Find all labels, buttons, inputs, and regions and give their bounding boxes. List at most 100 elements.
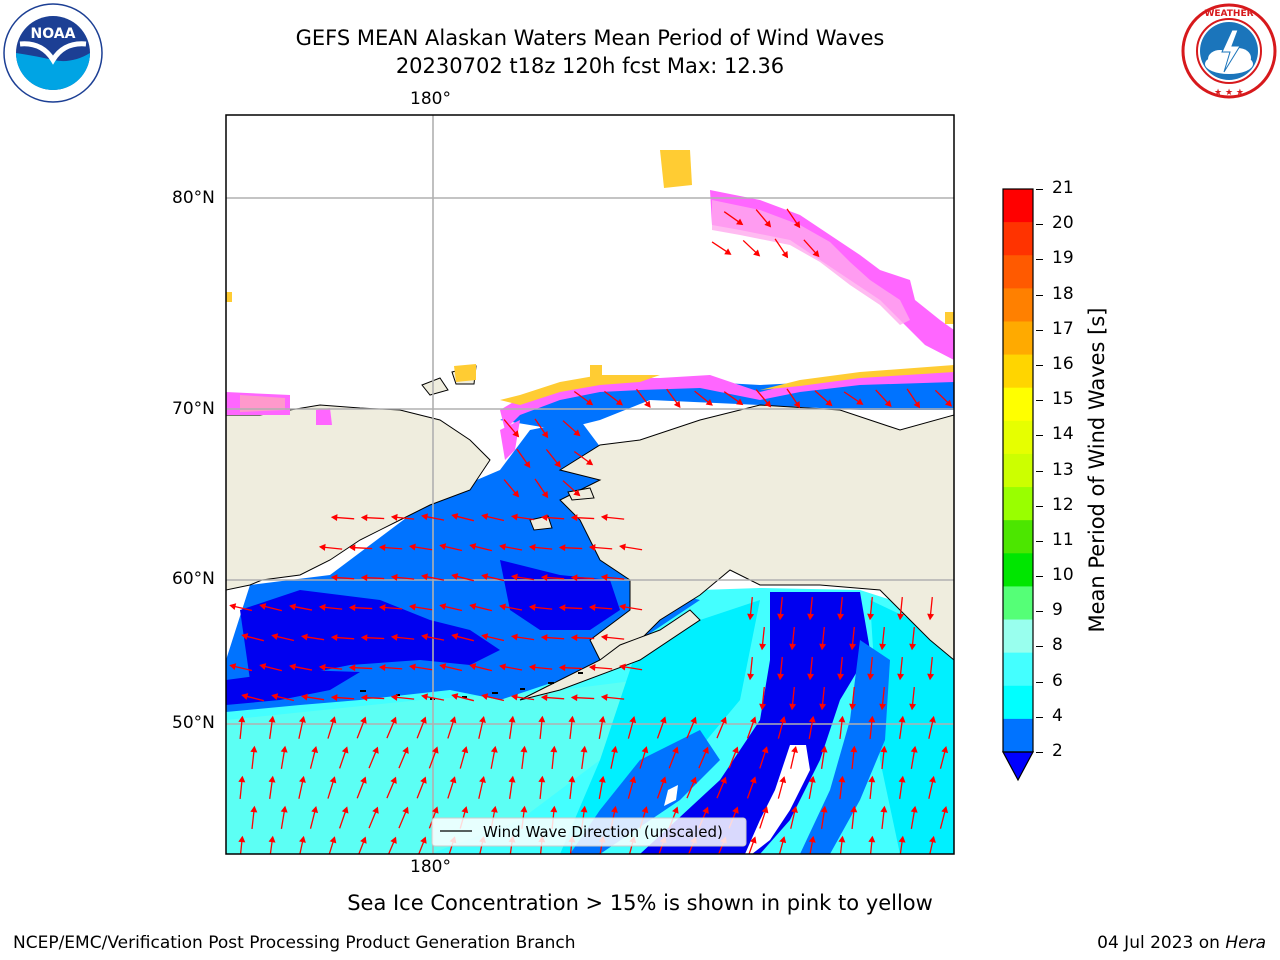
wind-arrow-head <box>439 543 447 551</box>
wind-arrow-head <box>781 251 789 259</box>
wind-arrow-head <box>929 775 936 783</box>
wind-arrow-head <box>618 663 626 671</box>
wind-arrow-head <box>390 573 398 581</box>
wind-arrow-head <box>867 673 875 681</box>
wind-arrow-head <box>629 716 637 724</box>
wind-arrow-head <box>820 805 828 813</box>
wind-arrow-head <box>330 694 338 702</box>
colorbar <box>1001 188 1035 782</box>
wind-arrow-head <box>868 775 876 783</box>
wind-arrow-head <box>550 805 558 813</box>
wind-arrow-head <box>779 776 787 784</box>
wind-arrow-head <box>330 634 338 642</box>
wind-arrow-head <box>761 806 769 814</box>
wind-arrow-head <box>747 613 755 621</box>
wind-arrow-head <box>360 574 368 582</box>
wind-arrow-head <box>927 613 935 621</box>
wind-arrow-head <box>849 643 857 651</box>
wind-arrow-head <box>629 776 637 784</box>
colorbar-tick: 4 <box>1052 705 1063 726</box>
wind-arrow-head <box>732 806 739 814</box>
colorbar-tick-mark <box>1036 189 1043 190</box>
colorbar-segment <box>1003 453 1033 488</box>
gridlines <box>226 115 954 854</box>
colorbar-tick: 10 <box>1052 565 1074 586</box>
wind-arrow-head <box>850 805 858 813</box>
wind-arrow-head <box>360 776 367 784</box>
wind-arrow-head <box>341 746 349 754</box>
colorbar-segment <box>1003 321 1033 356</box>
wind-arrow-head <box>528 603 536 611</box>
wind-arrow-head <box>929 715 936 723</box>
wind-arrow-head <box>481 633 489 641</box>
wind-arrow-head <box>259 603 267 610</box>
wind-arrow-head <box>789 643 797 651</box>
wind-arrow-head <box>461 746 469 754</box>
colorbar-segment <box>1003 387 1033 422</box>
wind-arrow-head <box>941 746 949 754</box>
wind-arrow-head <box>510 633 518 641</box>
colorbar-tick-mark <box>1036 752 1043 753</box>
wind-arrow-head <box>300 693 308 701</box>
wind-arrow-head <box>736 398 744 406</box>
wind-arrow-head <box>311 806 319 814</box>
colorbar-tick-mark <box>1036 400 1043 402</box>
wind-arrow-head <box>390 693 398 701</box>
wind-arrow-head <box>580 745 588 753</box>
wind-arrow-head <box>777 673 785 681</box>
wind-arrow-head <box>469 543 477 550</box>
wind-arrow-head <box>528 543 536 551</box>
wind-arrow-head <box>910 805 918 813</box>
colorbar-segment <box>1003 652 1033 687</box>
nws-logo: WEATHER ★ ★ ★ <box>1181 3 1277 99</box>
wind-arrow-head <box>538 715 546 723</box>
colorbar-label: Mean Period of Wind Waves [s] <box>1085 307 1109 633</box>
colorbar-tick-mark <box>1036 681 1043 683</box>
wind-arrow-head <box>431 806 439 814</box>
wind-arrow-head <box>512 430 520 438</box>
colorbar-tick: 13 <box>1052 459 1074 480</box>
lon-label-bottom: 180° <box>410 857 451 877</box>
legend-label: Wind Wave Direction (unscaled) <box>483 823 723 841</box>
wind-arrow-head <box>909 643 917 651</box>
footer-host: Hera <box>1225 933 1266 953</box>
wind-arrow-head <box>585 398 594 406</box>
wind-arrow-head <box>499 663 506 671</box>
wind-arrow-head <box>944 399 952 407</box>
wind-arrow-head <box>378 544 386 552</box>
lon-label-top: 180° <box>410 89 451 109</box>
wind-arrow-head <box>541 430 549 439</box>
lat-label-60: 60°N <box>172 569 215 589</box>
wind-arrow-head <box>329 836 337 844</box>
footer-org: NCEP/EMC/Verification Post Processing Pr… <box>13 933 576 953</box>
wind-arrow-head <box>672 746 679 754</box>
colorbar-segment <box>1003 420 1033 455</box>
wind-arrow-head <box>390 836 397 844</box>
wind-arrow-head <box>898 775 906 783</box>
wind-arrow-head <box>348 664 356 672</box>
wind-arrow-head <box>318 663 326 671</box>
wind-arrow-head <box>777 613 785 621</box>
colorbar-segment <box>1003 619 1033 654</box>
wind-arrow-head <box>311 746 319 754</box>
wind-arrow-head <box>588 604 596 612</box>
wind-arrow-head <box>749 836 757 844</box>
wind-arrow-head <box>819 703 827 711</box>
wind-arrow-head <box>372 746 379 754</box>
colorbar-segment <box>1003 487 1033 521</box>
wind-arrow-head <box>420 776 427 784</box>
colorbar-tick: 20 <box>1052 213 1074 234</box>
colorbar-tick: 9 <box>1052 600 1063 621</box>
wind-arrow-head <box>229 663 237 671</box>
wind-arrow-head <box>808 715 816 723</box>
wind-arrow-head <box>510 693 518 701</box>
wind-arrow-head <box>469 663 477 670</box>
wind-arrow-head <box>558 664 566 672</box>
wind-arrow-head <box>672 806 679 814</box>
wind-arrow-head <box>879 703 887 711</box>
wind-arrow-head <box>598 775 606 783</box>
wind-arrow-head <box>793 220 801 229</box>
wind-arrow-head <box>724 248 732 255</box>
lat-label-80: 80°N <box>172 188 215 208</box>
